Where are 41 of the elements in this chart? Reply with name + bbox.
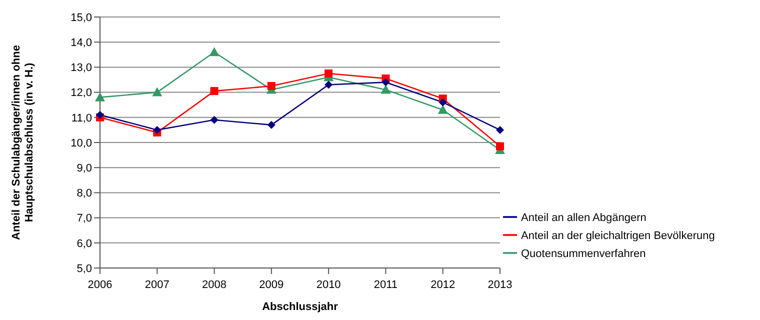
- x-tick-label: 2007: [144, 278, 170, 291]
- y-tick-label: 7,0: [76, 212, 92, 225]
- point: [380, 84, 391, 94]
- point: [210, 116, 218, 124]
- x-tick-label: 2006: [88, 278, 112, 291]
- x-tick-label: 2010: [316, 278, 341, 291]
- x-tick-label: 2012: [430, 278, 456, 291]
- point: [152, 87, 162, 96]
- point: [324, 69, 333, 78]
- x-tick-label: 2011: [374, 278, 398, 291]
- point: [438, 104, 448, 114]
- y-tick-label: 5,0: [76, 262, 92, 275]
- point: [96, 110, 104, 119]
- y-axis-title: Anteil der Schulabgänger/innen ohne Hauptschulabschluss (in v. H.): [10, 45, 36, 240]
- point: [267, 120, 276, 129]
- point: [382, 78, 390, 86]
- point: [209, 47, 220, 56]
- point: [438, 98, 447, 106]
- point: [324, 80, 333, 89]
- y-tick-label: 15,0: [70, 12, 92, 24]
- point: [210, 87, 218, 96]
- legend-label: Quotensummenverfahren: [521, 248, 646, 260]
- y-tick-label: 13,0: [70, 62, 92, 74]
- x-tick-label: 2008: [202, 278, 227, 291]
- x-axis-title: Abschlussjahr: [262, 301, 339, 313]
- y-tick-label: 11,0: [71, 112, 92, 124]
- y-tick-label: 14,0: [70, 37, 92, 50]
- point: [496, 142, 504, 150]
- point: [267, 82, 276, 90]
- legend-label: Anteil an der gleichaltrigen Bevölkerung: [521, 230, 715, 242]
- point: [95, 92, 105, 102]
- y-tick-label: 12,0: [70, 87, 92, 100]
- y-tick-label: 8,0: [76, 188, 92, 200]
- x-tick-label: 2009: [259, 278, 284, 291]
- legend-label: Anteil an allen Abgängern: [521, 212, 646, 224]
- x-tick-label: 2013: [488, 278, 512, 291]
- y-tick-label: 10,0: [70, 137, 92, 150]
- point: [496, 126, 504, 134]
- y-tick-label: 6,0: [76, 238, 92, 250]
- point: [153, 126, 162, 134]
- y-tick-label: 9,0: [76, 162, 92, 175]
